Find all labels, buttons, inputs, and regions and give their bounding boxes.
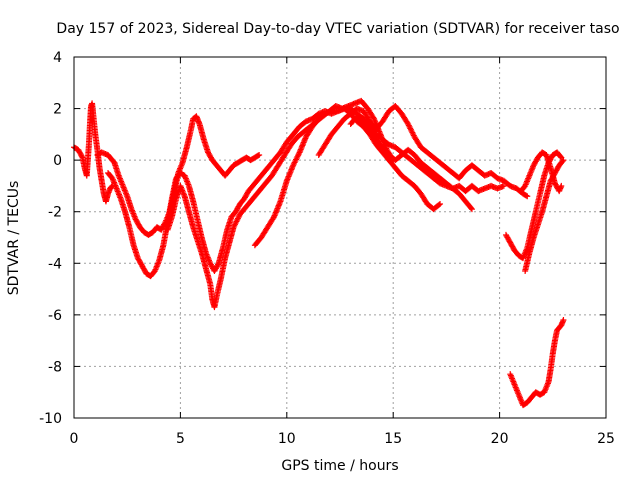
y-axis-label: SDTVAR / TECUs (6, 181, 22, 296)
x-tick-label: 25 (597, 431, 615, 447)
data-point (560, 317, 567, 324)
data-point (370, 114, 377, 121)
x-tick-label: 0 (70, 431, 79, 447)
y-tick-label: -6 (48, 308, 62, 324)
series-arc7 (347, 113, 475, 213)
data-point (214, 261, 221, 268)
series-arc6 (315, 102, 531, 200)
y-tick-label: -4 (48, 256, 62, 272)
series-arc10 (522, 157, 567, 275)
data-marks (71, 97, 567, 409)
series-arc9 (517, 149, 565, 195)
data-point (255, 152, 262, 159)
series-arc11 (507, 317, 567, 409)
y-tick-label: 0 (53, 153, 62, 169)
y-tick-label: -8 (48, 359, 62, 375)
data-point (78, 153, 85, 160)
series-arc3 (105, 105, 444, 280)
data-point (437, 200, 444, 207)
y-tick-label: 2 (53, 102, 62, 118)
data-point (468, 205, 475, 212)
data-point (560, 157, 567, 164)
series-arc4 (164, 97, 397, 311)
data-point (500, 182, 507, 189)
plot-frame (73, 56, 607, 419)
data-point (558, 182, 565, 189)
data-point (524, 193, 531, 200)
ticks: 0 5 10 15 20 25 -10 -8 -6 -4 -2 0 2 4 (39, 50, 615, 447)
x-tick-label: 5 (176, 431, 185, 447)
data-point (435, 201, 442, 208)
x-axis-label: GPS time / hours (281, 458, 398, 474)
data-point (557, 153, 564, 160)
x-tick-label: 15 (384, 431, 402, 447)
series-arc1 (71, 100, 116, 205)
y-tick-label: -10 (39, 411, 62, 427)
data-point (270, 215, 277, 222)
x-tick-label: 20 (491, 431, 509, 447)
data-point (256, 151, 263, 158)
y-tick-label: -2 (48, 205, 62, 221)
data-point (468, 206, 475, 213)
y-tick-label: 4 (53, 50, 62, 66)
data-point (559, 158, 566, 165)
chart-title: Day 157 of 2023, Sidereal Day-to-day VTE… (56, 21, 619, 37)
x-tick-label: 10 (278, 431, 296, 447)
data-point (523, 192, 530, 199)
